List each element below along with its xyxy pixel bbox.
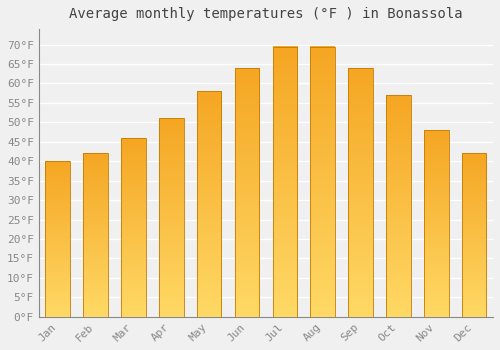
Bar	[310, 47, 335, 317]
Bar	[462, 154, 486, 317]
Bar	[348, 68, 373, 317]
Bar	[272, 47, 297, 317]
Bar	[386, 95, 410, 317]
Bar	[84, 154, 108, 317]
Bar	[159, 119, 184, 317]
Bar	[197, 91, 222, 317]
Bar	[424, 130, 448, 317]
Bar	[121, 138, 146, 317]
Bar	[234, 68, 260, 317]
Bar	[46, 161, 70, 317]
Title: Average monthly temperatures (°F ) in Bonassola: Average monthly temperatures (°F ) in Bo…	[69, 7, 462, 21]
